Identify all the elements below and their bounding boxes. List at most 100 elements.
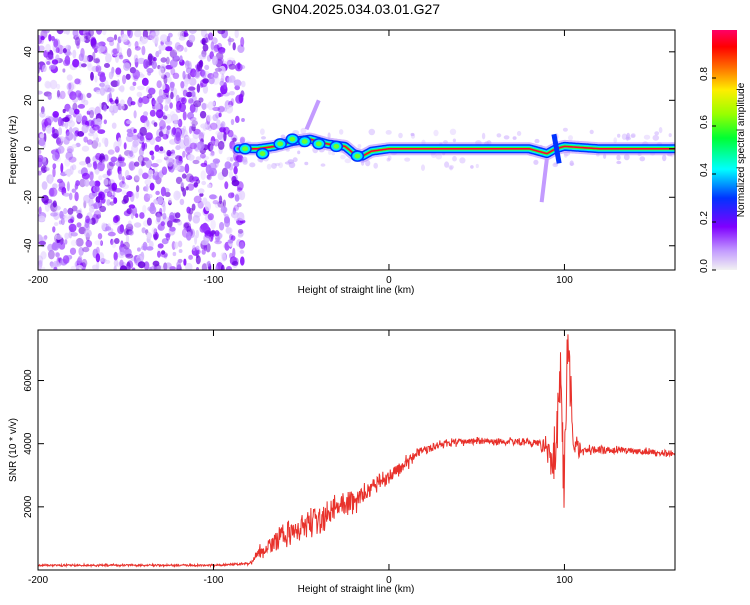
- noise-speck: [64, 239, 68, 245]
- noise-speck: [135, 185, 140, 193]
- noise-speck: [99, 258, 107, 263]
- noise-speck: [225, 227, 232, 234]
- noise-speck: [235, 154, 244, 163]
- noise-speck: [126, 120, 132, 125]
- noise-speck: [189, 77, 197, 86]
- noise-speck: [165, 46, 173, 52]
- noise-speck: [180, 81, 185, 89]
- noise-speck: [133, 110, 137, 119]
- noise-speck: [569, 160, 574, 166]
- noise-speck: [175, 131, 181, 142]
- noise-speck: [170, 67, 176, 76]
- noise-speck: [192, 159, 200, 165]
- noise-speck: [201, 155, 210, 160]
- noise-speck: [131, 144, 139, 154]
- noise-speck: [79, 178, 86, 188]
- noise-speck: [38, 259, 43, 268]
- noise-speck: [224, 181, 229, 190]
- noise-speck: [59, 90, 66, 100]
- noise-speck: [200, 30, 207, 38]
- noise-speck: [66, 145, 74, 154]
- noise-speck: [125, 175, 133, 181]
- noise-speck: [206, 174, 212, 181]
- noise-speck: [156, 265, 164, 270]
- noise-speck: [85, 215, 90, 224]
- noise-speck: [242, 159, 248, 165]
- snr-panel: -200 -100 0 100 2000 4000 6000 Height of stra…: [8, 329, 676, 595]
- noise-speck: [64, 120, 69, 129]
- noise-speck: [192, 244, 196, 252]
- noise-speck: [164, 104, 169, 112]
- noise-speck: [195, 245, 200, 251]
- noise-speck: [85, 240, 93, 248]
- noise-speck: [193, 248, 201, 255]
- noise-speck: [86, 92, 92, 99]
- noise-speck: [149, 150, 154, 156]
- noise-speck: [616, 160, 622, 165]
- noise-speck: [668, 133, 672, 138]
- noise-speck: [132, 81, 137, 87]
- noise-speck: [132, 267, 136, 270]
- noise-speck: [140, 161, 146, 167]
- noise-speck: [83, 99, 89, 106]
- noise-speck: [159, 120, 166, 130]
- noise-speck: [212, 200, 219, 205]
- noise-speck: [49, 64, 56, 70]
- noise-speck: [274, 162, 281, 166]
- noise-speck: [176, 261, 182, 269]
- noise-speck: [77, 104, 85, 109]
- ridge-blob-core: [301, 139, 308, 144]
- noise-speck: [211, 101, 216, 106]
- x-tick-label: 0: [386, 575, 392, 586]
- noise-speck: [56, 83, 61, 90]
- noise-speck: [43, 235, 48, 240]
- noise-speck: [99, 205, 107, 213]
- noise-speck: [172, 251, 177, 257]
- noise-speck: [516, 131, 522, 136]
- noise-speck: [237, 233, 244, 238]
- noise-speck: [67, 207, 74, 215]
- noise-speck: [452, 155, 457, 162]
- noise-speck: [54, 251, 60, 257]
- noise-speck: [115, 53, 119, 63]
- noise-speck: [167, 125, 171, 135]
- spectrogram-y-label: Frequency (Hz): [8, 116, 19, 185]
- noise-speck: [169, 226, 176, 232]
- noise-speck: [107, 231, 116, 237]
- noise-speck: [344, 158, 352, 164]
- noise-speck: [165, 233, 171, 241]
- x-tick-label: -200: [28, 575, 48, 586]
- noise-speck: [89, 171, 94, 181]
- noise-speck: [84, 229, 92, 238]
- noise-speck: [113, 34, 118, 41]
- noise-speck: [52, 200, 57, 208]
- colorbar-tick-label: 0.8: [699, 67, 710, 81]
- noise-speck: [404, 157, 411, 162]
- noise-speck: [45, 43, 51, 53]
- noise-speck: [145, 132, 153, 141]
- noise-speck: [193, 100, 202, 108]
- noise-speck: [137, 98, 143, 108]
- noise-speck: [639, 156, 646, 162]
- noise-speck: [188, 254, 194, 260]
- noise-speck: [60, 162, 64, 173]
- noise-speck: [568, 135, 573, 141]
- noise-speck: [204, 64, 210, 71]
- noise-speck: [71, 164, 77, 171]
- noise-speck: [52, 111, 59, 118]
- noise-speck: [85, 30, 91, 37]
- noise-speck: [284, 161, 292, 165]
- noise-speck: [452, 138, 456, 143]
- noise-speck: [136, 85, 145, 91]
- noise-speck: [126, 48, 132, 58]
- noise-speck: [102, 30, 107, 36]
- noise-speck: [59, 210, 64, 219]
- noise-speck: [54, 222, 59, 227]
- noise-speck: [179, 198, 185, 206]
- noise-speck: [110, 194, 115, 200]
- noise-speck: [185, 186, 189, 191]
- noise-speck: [179, 55, 183, 63]
- noise-speck: [106, 199, 111, 206]
- ridge-blob-core: [242, 146, 249, 152]
- noise-speck: [122, 74, 127, 85]
